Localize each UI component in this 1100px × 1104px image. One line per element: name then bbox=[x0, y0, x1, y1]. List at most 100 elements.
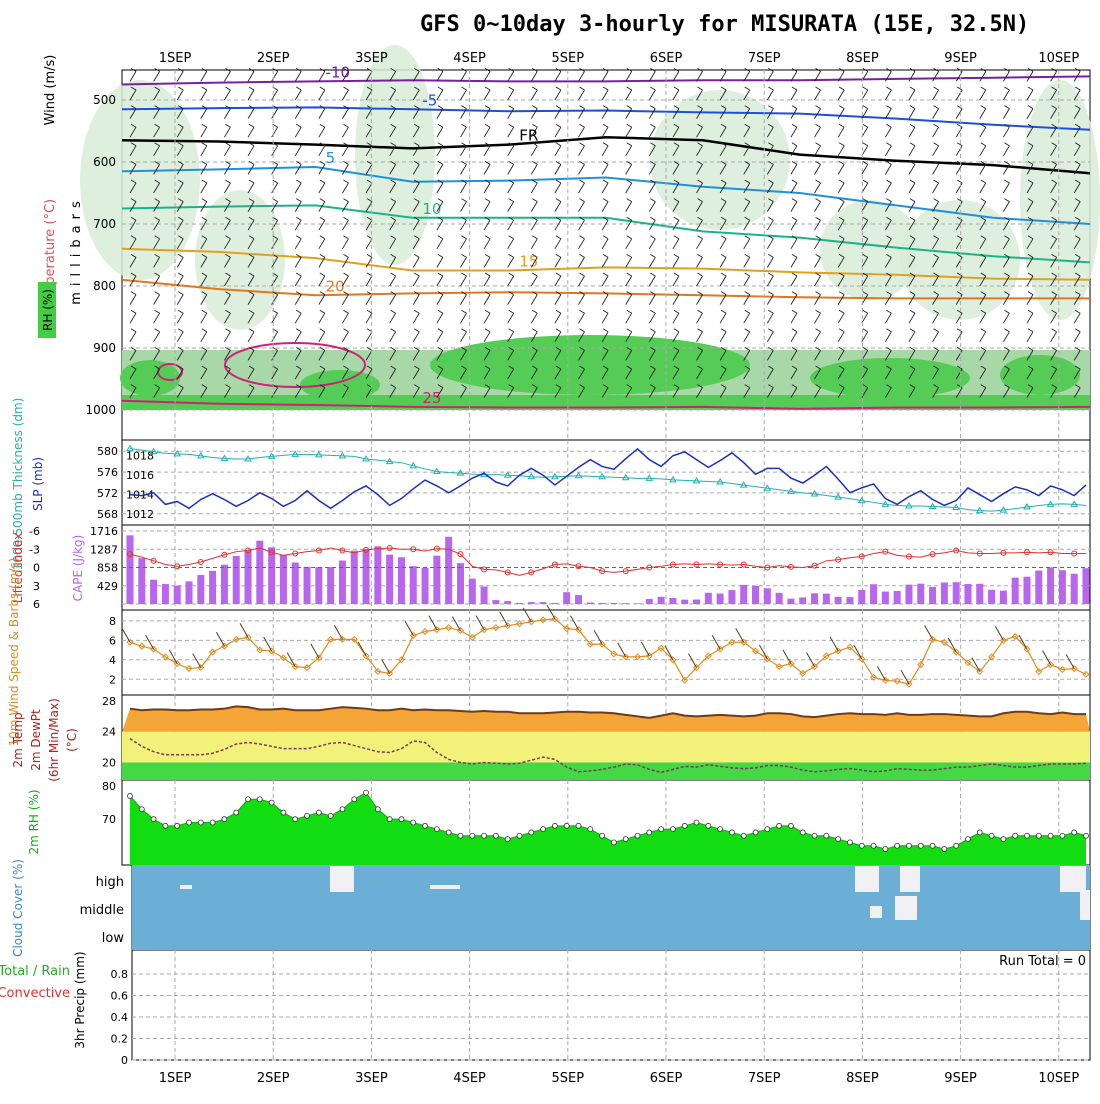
wind-barb-flag bbox=[225, 198, 231, 202]
wind-barb bbox=[719, 108, 727, 119]
thickness-point bbox=[739, 481, 748, 488]
cape-bar bbox=[291, 562, 299, 604]
wind-barb bbox=[153, 350, 160, 361]
lifted-index-point bbox=[858, 553, 865, 560]
thickness-point bbox=[621, 473, 630, 481]
wind-barb bbox=[507, 145, 515, 157]
wind-barb bbox=[672, 350, 680, 361]
wind-barb-flag bbox=[484, 68, 491, 72]
wind-barb-flag bbox=[343, 179, 349, 184]
wind-barb-flag bbox=[555, 272, 562, 277]
wind-barb-flag bbox=[602, 272, 609, 277]
wind-barb-flag bbox=[390, 216, 396, 221]
thickness-point bbox=[527, 472, 536, 480]
wind-barb bbox=[554, 368, 562, 380]
wind-barb bbox=[932, 257, 939, 268]
thickness-point bbox=[692, 476, 701, 484]
wind-barb-flag bbox=[508, 179, 514, 184]
wind-barb-flag bbox=[626, 123, 632, 128]
wind-barb-flag bbox=[815, 198, 821, 202]
wind-barb-flag bbox=[461, 291, 467, 295]
wind-barb-flag bbox=[508, 365, 514, 370]
thickness-tick-label: 576 bbox=[97, 466, 118, 479]
wind-barb bbox=[1026, 238, 1034, 250]
wind-barb bbox=[153, 312, 160, 324]
wind-barb-flag bbox=[366, 254, 373, 258]
date-label-bottom: 10SEP bbox=[1038, 1071, 1079, 1086]
wind-speed-point bbox=[504, 622, 512, 630]
wind-barb-flag bbox=[532, 161, 538, 165]
wind-barb-flag bbox=[484, 198, 491, 202]
wind-barb bbox=[200, 164, 208, 175]
wind-barb bbox=[200, 294, 208, 305]
thickness-tick-label: 580 bbox=[97, 445, 118, 458]
wind-barb-flag bbox=[815, 254, 821, 258]
wind-barb-flag bbox=[744, 216, 750, 221]
rh2m-point bbox=[268, 799, 275, 806]
wind-barb bbox=[578, 71, 585, 82]
wind-barb bbox=[1073, 71, 1081, 82]
wind-speed-point bbox=[633, 653, 642, 661]
wind-barb-flag bbox=[768, 105, 774, 109]
date-label-bottom: 5SEP bbox=[552, 1071, 585, 1086]
wind-barb-flag bbox=[886, 309, 892, 314]
wind-barb bbox=[1002, 294, 1010, 305]
wind-barb-flag bbox=[154, 216, 160, 221]
thickness-point bbox=[1070, 500, 1079, 507]
wind-barb-flag bbox=[461, 161, 467, 165]
wind-barb-flag bbox=[980, 291, 987, 295]
slp-tick-label: 1016 bbox=[126, 469, 154, 482]
rh2m-point bbox=[670, 826, 676, 833]
wind-barb bbox=[955, 164, 963, 175]
rh2m-point bbox=[1024, 832, 1030, 839]
wind-barb-flag bbox=[791, 123, 798, 128]
wind-barb-flag bbox=[862, 235, 868, 240]
thickness-point bbox=[503, 471, 512, 478]
wind-barb-flag bbox=[177, 142, 184, 147]
wind-barb bbox=[412, 126, 420, 138]
wind-barb-flag bbox=[248, 179, 255, 184]
wind-barb-flag bbox=[1051, 328, 1057, 333]
wind-barb-flag bbox=[296, 291, 302, 295]
wind-barb-flag bbox=[1004, 198, 1010, 202]
wind-barb-flag bbox=[697, 309, 703, 314]
precip-tick-label: 0.4 bbox=[111, 1011, 129, 1024]
wind-barb bbox=[625, 219, 633, 231]
cape-bar bbox=[598, 602, 606, 604]
wind-barb bbox=[271, 350, 279, 361]
wind-barb-flag bbox=[130, 272, 137, 277]
wind-speed-point bbox=[456, 627, 465, 635]
wind-tick-label: 8 bbox=[109, 615, 116, 628]
wind-speed-point bbox=[681, 676, 689, 684]
wind-speed-point bbox=[1011, 632, 1019, 640]
cape-bar bbox=[397, 557, 405, 604]
wind-barb-flag bbox=[532, 235, 538, 240]
lifted-index-point bbox=[882, 548, 889, 555]
wind-barb bbox=[719, 387, 727, 398]
wind-barb bbox=[200, 331, 208, 343]
wind-barb bbox=[176, 350, 184, 361]
wind-barb-flag bbox=[343, 123, 349, 128]
wind-barb bbox=[342, 182, 349, 194]
wind-speed-point bbox=[988, 653, 996, 661]
wind-barb-flag bbox=[437, 142, 444, 147]
wind-barb bbox=[1050, 71, 1057, 82]
wind-barb bbox=[318, 71, 326, 82]
wind-barb bbox=[224, 89, 231, 101]
lifted-index-label: Lifted Index bbox=[11, 533, 25, 604]
wind-barb-flag bbox=[815, 347, 821, 351]
wind-10m-label: 10m Wind Speed & Barbs (m/s) bbox=[7, 558, 21, 747]
wind-barb bbox=[932, 238, 939, 250]
wind-barb-flag bbox=[626, 291, 632, 295]
wind-barb-flag bbox=[154, 384, 160, 388]
wind-barb bbox=[766, 387, 774, 398]
wind-barb bbox=[436, 275, 444, 287]
wind-speed-point bbox=[870, 673, 878, 681]
wind-barb bbox=[837, 331, 845, 343]
wind-barb bbox=[530, 164, 538, 175]
wind-barb-flag bbox=[343, 309, 349, 314]
rh2m-point bbox=[587, 826, 594, 833]
wind-barb bbox=[837, 368, 845, 380]
wind-barb bbox=[294, 201, 302, 212]
wind-barb bbox=[648, 257, 656, 268]
